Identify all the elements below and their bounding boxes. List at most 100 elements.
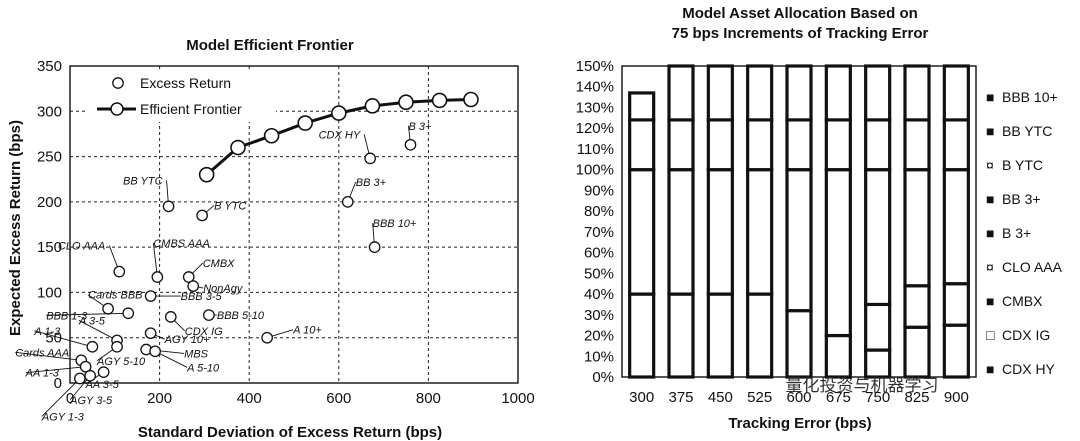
frontier-x-tick-label: 0 — [66, 390, 74, 407]
allocation-bar-segment — [746, 168, 774, 296]
frontier-y-tick-label: 150 — [37, 239, 62, 256]
frontier-excess-return-point — [122, 307, 135, 320]
frontier-point-label: Cards BBB — [88, 290, 142, 302]
allocation-bar-segment — [628, 168, 656, 296]
allocation-y-tick-label: 30% — [584, 307, 614, 324]
efficient-frontier-point — [198, 166, 215, 183]
efficient-frontier-point — [263, 127, 280, 144]
allocation-bar-segment — [942, 282, 970, 327]
allocation-bar-segment — [824, 118, 852, 172]
allocation-y-tick-label: 50% — [584, 265, 614, 282]
frontier-point-leader — [46, 312, 129, 316]
frontier-point-leader — [25, 366, 86, 374]
allocation-bar-segment — [864, 118, 892, 172]
allocation-y-tick-label: 20% — [584, 328, 614, 345]
frontier-point-label: AGY 10+ — [164, 334, 210, 346]
allocation-legend-label: B YTC — [1002, 157, 1043, 173]
allocation-plot: 0% 10% 20% 30% 40% 50% 60% 70% 80% 90% 100% 110% 120… — [576, 58, 1063, 406]
frontier-point-label: CMBX — [203, 258, 235, 270]
allocation-bar-segment — [824, 333, 852, 379]
frontier-point-label: CLO AAA — [58, 241, 105, 253]
frontier-point-label: AGY 3-5 — [69, 395, 113, 407]
frontier-x-tick-label: 600 — [326, 390, 351, 407]
allocation-x-axis-label: Tracking Error (bps) — [728, 415, 871, 432]
frontier-point-leader — [78, 320, 118, 341]
allocation-bar-segment — [746, 118, 774, 172]
allocation-bar-segment — [903, 118, 931, 172]
frontier-excess-return-point — [261, 331, 273, 344]
allocation-legend-marker: ■ — [986, 89, 994, 105]
allocation-x-tick-label: 375 — [668, 389, 693, 406]
frontier-excess-return-point — [86, 340, 99, 353]
allocation-legend-label: CDX HY — [1002, 361, 1056, 377]
allocation-y-tick-label: 150% — [576, 58, 614, 75]
allocation-legend-marker: ¤ — [986, 259, 994, 275]
allocation-y-tick-label: 140% — [576, 79, 614, 96]
frontier-point-label: A 1-3 — [33, 326, 61, 338]
allocation-bar-segment — [824, 64, 852, 122]
frontier-point-label: BBB 3-5 — [181, 291, 223, 303]
allocation-bar-segment — [706, 64, 734, 122]
allocation-x-tick-label: 300 — [629, 389, 654, 406]
allocation-bar-segment — [706, 168, 734, 296]
allocation-bar-segment — [746, 292, 774, 379]
allocation-y-tick-label: 80% — [584, 203, 614, 220]
frontier-point-label: CDX HY — [319, 129, 361, 141]
frontier-point-label: BBB 10+ — [373, 218, 417, 230]
allocation-bar-segment — [628, 91, 656, 122]
allocation-bar-segment — [706, 118, 734, 172]
frontier-point-label: A 5-10 — [186, 362, 220, 374]
frontier-point-label: A 3-5 — [78, 315, 106, 327]
efficient-frontier-point — [297, 115, 314, 131]
allocation-y-tick-label: 60% — [584, 245, 614, 262]
frontier-point-label: BBB 5-10 — [217, 310, 265, 322]
frontier-excess-return-point — [404, 138, 417, 151]
frontier-x-tick-label: 200 — [147, 390, 172, 407]
allocation-bar-segment — [667, 168, 695, 296]
allocation-bar-segment — [667, 118, 695, 172]
allocation-bar-segment — [864, 168, 892, 307]
allocation-x-tick-label: 600 — [786, 389, 811, 406]
frontier-excess-return-point — [162, 200, 175, 213]
frontier-excess-return-point — [364, 152, 377, 165]
frontier-excess-return-point — [84, 369, 97, 382]
frontier-x-axis-label: Standard Deviation of Excess Return (bps… — [138, 424, 442, 441]
frontier-excess-return-point — [341, 196, 354, 208]
legend-excess-return-marker — [112, 77, 124, 89]
allocation-bar-segment — [667, 292, 695, 379]
allocation-y-tick-label: 100% — [576, 162, 614, 179]
efficient-frontier-point — [364, 98, 381, 114]
allocation-y-tick-label: 0% — [592, 369, 614, 386]
frontier-excess-return-point — [196, 209, 209, 222]
allocation-legend-marker: ■ — [986, 191, 994, 207]
allocation-y-tick-label: 90% — [584, 182, 614, 199]
allocation-bar-segment — [667, 64, 695, 122]
allocation-y-tick-label: 10% — [584, 348, 614, 365]
frontier-point-label: AA 3-5 — [85, 379, 120, 391]
allocation-bar-segment — [785, 118, 813, 172]
allocation-bar-segment — [903, 168, 931, 288]
allocation-legend-label: CLO AAA — [1002, 259, 1063, 275]
frontier-excess-return-point — [74, 372, 86, 385]
allocation-legend-label: BB 3+ — [1002, 191, 1041, 207]
allocation-y-tick-label: 130% — [576, 99, 614, 116]
allocation-bar-segment — [824, 168, 852, 338]
frontier-x-tick-label: 800 — [416, 390, 441, 407]
frontier-excess-return-point — [203, 309, 215, 321]
frontier-point-label: Cards AAA — [15, 347, 69, 359]
frontier-excess-return-point — [144, 327, 157, 340]
allocation-y-tick-label: 70% — [584, 224, 614, 241]
frontier-plot: 0 200 400 600 800 1000 0 50 100 150 200 250 300 350 CD… — [15, 58, 535, 423]
frontier-point-leader — [34, 330, 93, 348]
allocation-y-tick-label: 40% — [584, 286, 614, 303]
allocation-bar-segment — [628, 292, 656, 379]
frontier-point-label: AA 1-3 — [25, 368, 60, 380]
frontier-y-tick-label: 50 — [45, 330, 62, 347]
allocation-bar-segment — [942, 168, 970, 286]
frontier-excess-return-point — [182, 271, 195, 283]
frontier-x-tick-label: 400 — [237, 390, 262, 407]
allocation-bar-segment — [706, 292, 734, 379]
frontier-excess-return-point — [111, 340, 123, 353]
allocation-bar-segment — [942, 64, 970, 122]
allocation-legend-marker: □ — [986, 327, 995, 343]
